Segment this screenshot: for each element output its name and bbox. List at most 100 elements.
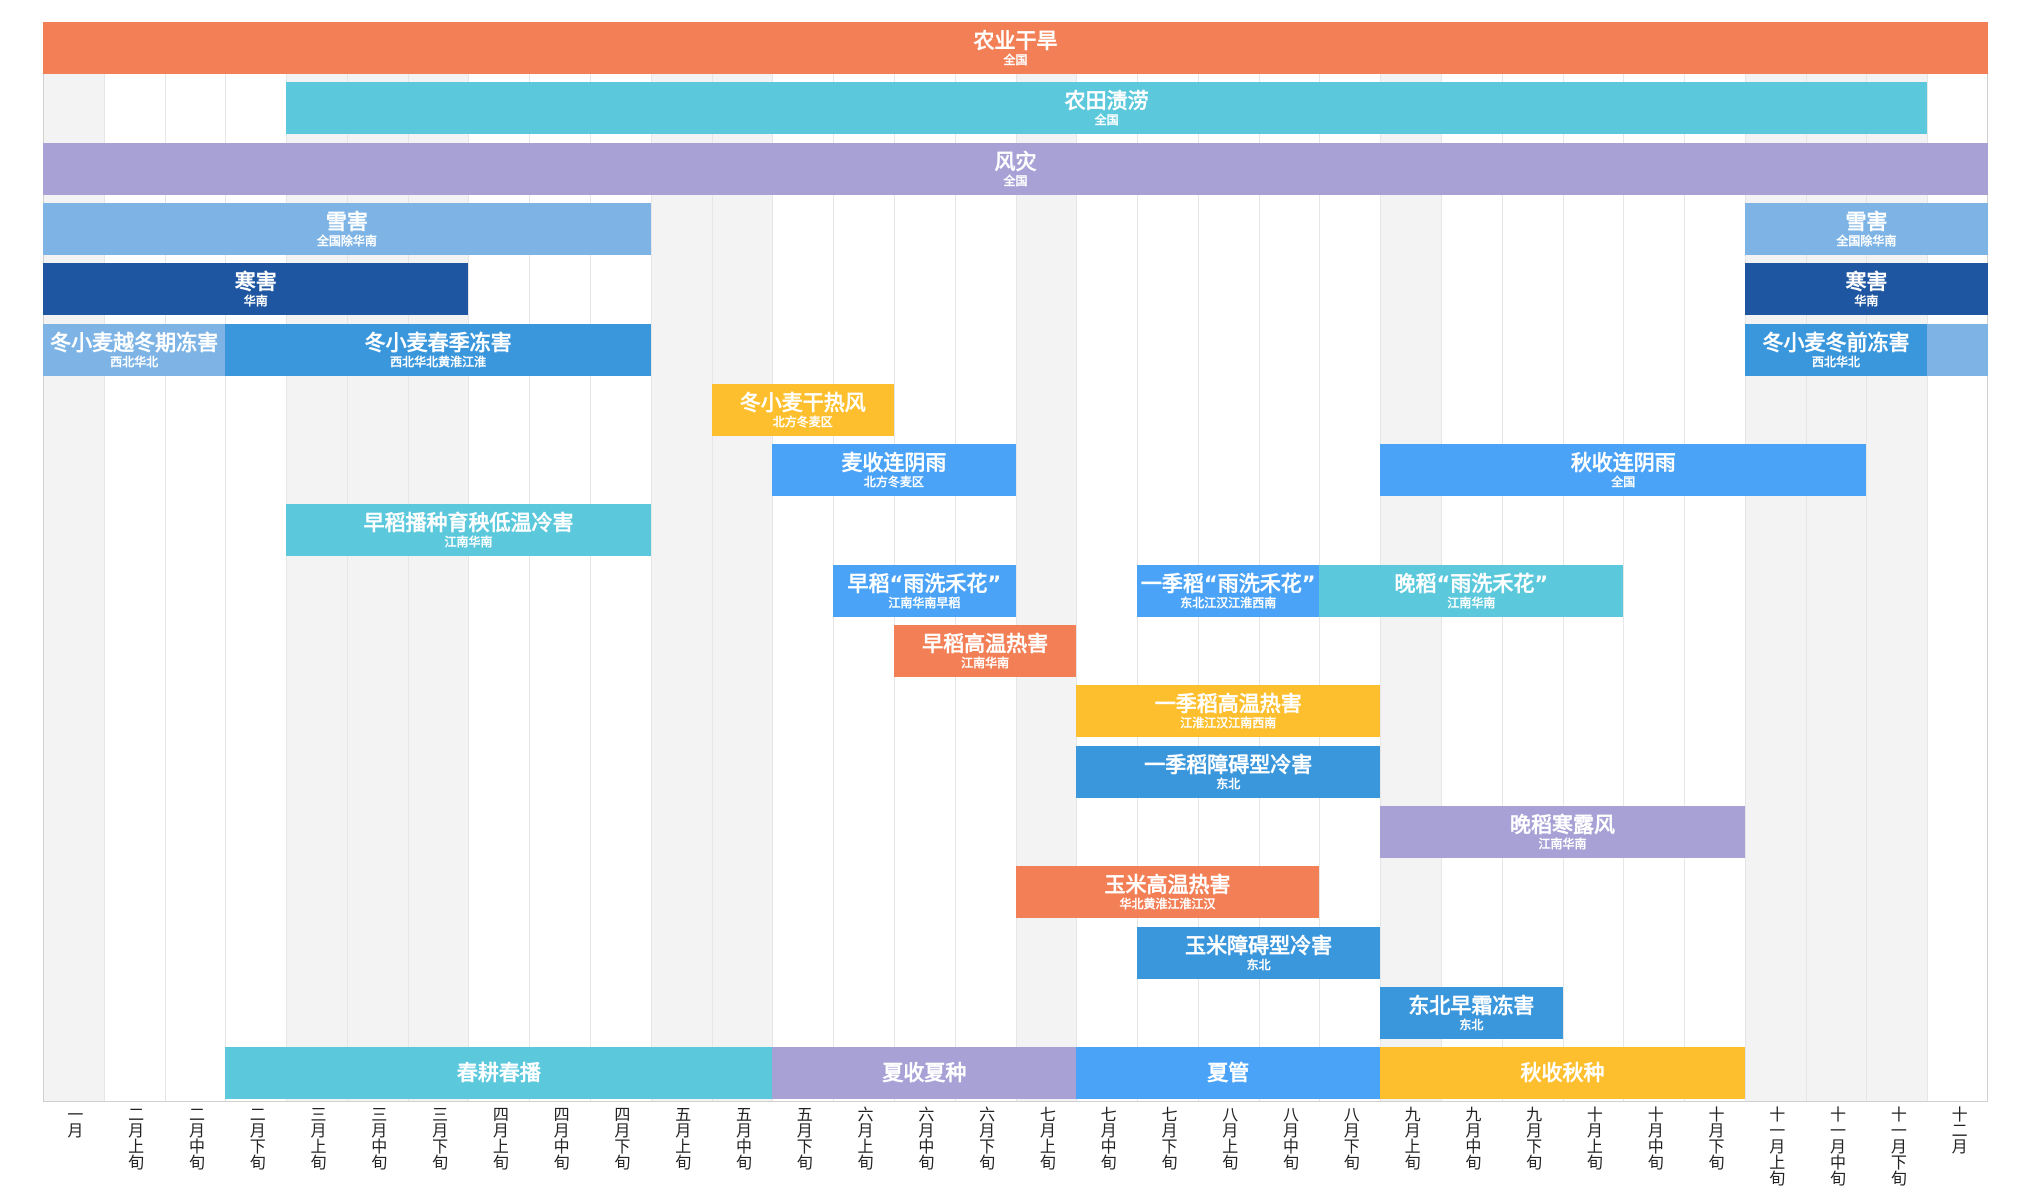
hazard-bar: 雪害 全国除华南: [43, 202, 651, 255]
grid-line: [590, 22, 592, 1102]
x-tick-label: 四月中旬: [550, 1106, 570, 1170]
hazard-region: 西北华北黄淮江淮: [390, 354, 487, 369]
grid-line: [1319, 22, 1321, 1102]
grid-line: [1805, 22, 1807, 1102]
hazard-label: 一季稻高温热害 江淮江汉江南西南: [1076, 692, 1380, 730]
grid-line: [1440, 22, 1442, 1102]
x-tick-label: 七月下旬: [1158, 1106, 1178, 1170]
hazard-bar: 早稻“雨洗禾花” 江南华南早稻: [833, 564, 1016, 617]
hazard-label: 雪害 全国除华南: [43, 210, 651, 248]
phase-name: 夏管: [1207, 1061, 1250, 1085]
period-column: [1258, 22, 1320, 1102]
period-column: [650, 22, 712, 1102]
hazard-name: 冬小麦干热风: [739, 390, 866, 415]
x-tick-label: 十月中旬: [1644, 1106, 1664, 1170]
x-tick-label: 十月上旬: [1583, 1106, 1603, 1170]
hazard-region: 北方冬麦区: [772, 414, 833, 429]
x-tick-label: 四月下旬: [611, 1106, 631, 1170]
hazard-name: 风灾: [994, 149, 1037, 174]
hazard-region: 东北: [1459, 1017, 1484, 1032]
period-column: [1137, 22, 1198, 1102]
hazard-label: 晚稻“雨洗禾花” 江南华南: [1319, 572, 1623, 610]
grid-line: [711, 22, 713, 1102]
period-column: [103, 22, 165, 1102]
period-column: [1684, 22, 1745, 1102]
hazard-name: 玉米障碍型冷害: [1185, 933, 1333, 958]
phase-bar: 秋收秋种: [1380, 1047, 1745, 1099]
hazard-bar: 农田渍涝 全国: [286, 82, 1928, 135]
grid-line: [103, 22, 105, 1102]
grid-line: [772, 22, 774, 1102]
hazard-region: 华南: [243, 294, 268, 309]
period-column: [286, 22, 347, 1102]
grid-line: [1380, 22, 1382, 1102]
hazard-label: 风灾 全国: [43, 150, 1988, 188]
x-tick-label: 五月中旬: [732, 1106, 752, 1170]
grid-line: [650, 22, 652, 1102]
period-column: [772, 22, 834, 1102]
x-tick-label: 二月下旬: [246, 1106, 266, 1170]
hazard-name: 早稻“雨洗禾花”: [847, 571, 1002, 596]
hazard-name: 冬小麦冬前冻害: [1762, 330, 1910, 355]
x-tick-label: 十一月上旬: [1766, 1106, 1786, 1186]
x-tick-label: 八月上旬: [1219, 1106, 1239, 1170]
grid-line: [529, 22, 531, 1102]
period-column: [590, 22, 651, 1102]
hazard-name: 晚稻寒露风: [1510, 812, 1616, 837]
hazard-region: 全国: [1003, 53, 1028, 67]
phase-name: 夏收夏种: [882, 1061, 967, 1085]
period-column: [893, 22, 955, 1102]
period-column: [711, 22, 773, 1102]
hazard-name: 农业干旱: [973, 29, 1058, 53]
phase-label: 春耕春播: [225, 1061, 772, 1085]
hazard-label: 寒害 华南: [43, 270, 468, 308]
hazard-bar: 晚稻“雨洗禾花” 江南华南: [1319, 564, 1624, 617]
x-tick-label: 十二月: [1948, 1106, 1968, 1154]
hazard-name: 一季稻“雨洗禾花”: [1140, 571, 1316, 596]
x-tick-label: 九月下旬: [1523, 1106, 1543, 1170]
grid-line: [1562, 22, 1564, 1102]
x-tick-label: 三月中旬: [368, 1106, 388, 1170]
hazard-label: 雪害 全国除华南: [1745, 210, 1988, 248]
phase-label: 夏管: [1076, 1061, 1380, 1085]
hazard-label: 晚稻寒露风 江南华南: [1380, 813, 1745, 851]
x-tick-label: 八月下旬: [1340, 1106, 1360, 1170]
x-tick-label: 五月下旬: [793, 1106, 813, 1170]
hazard-bar: [1927, 323, 1988, 376]
x-tick-label: 三月下旬: [429, 1106, 449, 1170]
x-tick-label: 十一月中旬: [1827, 1106, 1847, 1186]
x-tick-label: 九月中旬: [1462, 1106, 1482, 1170]
hazard-region: 江南华南: [1538, 836, 1587, 851]
hazard-label: 冬小麦越冬期冻害 西北华北: [43, 331, 225, 369]
period-column: [954, 22, 1016, 1102]
period-column: [1927, 22, 1988, 1102]
grid-line: [1684, 22, 1686, 1102]
hazard-name: 冬小麦春季冻害: [364, 330, 512, 355]
hazard-region: 全国除华南: [1836, 233, 1897, 248]
hazard-label: 早稻高温热害 江南华南: [894, 632, 1076, 670]
grid-line: [1258, 22, 1260, 1102]
hazard-name: 玉米高温热害: [1104, 873, 1231, 898]
hazard-name: 一季稻高温热害: [1154, 692, 1302, 717]
x-tick-label: 八月中旬: [1280, 1106, 1300, 1170]
hazard-bar: 晚稻寒露风 江南华南: [1380, 805, 1745, 858]
hazard-region: 江南华南: [961, 656, 1010, 670]
hazard-label: 冬小麦干热风 北方冬麦区: [712, 391, 894, 429]
hazard-region: 江南华南早稻: [888, 595, 961, 610]
hazard-bar: 寒害 华南: [43, 263, 469, 316]
grid-line: [407, 22, 409, 1102]
hazard-bar: 麦收连阴雨 北方冬麦区: [772, 444, 1016, 497]
hazard-label: 冬小麦冬前冻害 西北华北: [1745, 331, 1927, 369]
hazard-region: 西北华北: [1812, 354, 1861, 369]
grid-line: [1076, 22, 1078, 1102]
x-tick-label: 五月上旬: [672, 1106, 692, 1170]
hazard-region: 江南华南: [444, 535, 493, 550]
grid-line: [1137, 22, 1139, 1102]
period-column: [1197, 22, 1259, 1102]
grid-line: [1015, 22, 1017, 1102]
x-tick-label: 七月中旬: [1097, 1106, 1117, 1170]
period-column: [468, 22, 530, 1102]
grid-line: [833, 22, 835, 1102]
period-column: [529, 22, 591, 1102]
